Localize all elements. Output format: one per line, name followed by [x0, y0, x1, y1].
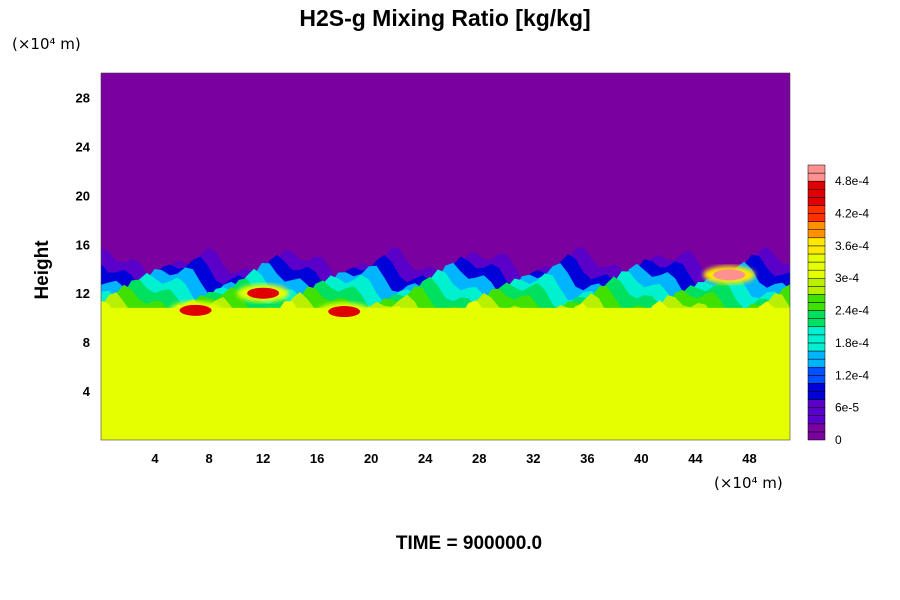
colorbar-segment — [807, 342, 826, 352]
x-tick-label: 48 — [742, 451, 756, 466]
colorbar-segment — [807, 399, 826, 408]
y-tick-label: 28 — [76, 90, 90, 105]
plot-frame — [100, 72, 791, 441]
colorbar-segment — [807, 180, 826, 190]
colorbar-segment — [807, 197, 826, 206]
colorbar-segment — [807, 245, 826, 255]
colorbar-segment — [807, 164, 826, 174]
colorbar-segment — [807, 269, 826, 279]
colorbar-segment — [807, 237, 826, 247]
colorbar-segment — [807, 326, 826, 336]
colorbar-tick-label: 4.8e-4 — [835, 174, 869, 188]
colorbar-segment — [807, 213, 826, 222]
y-tick-labels: 4 8 12 16 20 24 28 — [76, 90, 91, 399]
y-tick-label: 8 — [83, 335, 90, 350]
x-tick-labels: 4 8 12 16 20 24 28 32 36 40 44 48 — [151, 451, 756, 466]
colorbar-segment — [807, 423, 826, 433]
x-tick-label: 44 — [688, 451, 703, 466]
colorbar-tick-label: 0 — [835, 433, 842, 447]
colorbar-segment — [807, 350, 826, 360]
x-tick-label: 16 — [310, 451, 324, 466]
y-tick-label: 24 — [76, 139, 91, 154]
x-tick-label: 8 — [205, 451, 212, 466]
colorbar-segment — [807, 383, 826, 392]
colorbar-tick-label: 2.4e-4 — [835, 304, 869, 318]
colorbar-segment — [807, 221, 826, 230]
patch-core — [713, 269, 746, 281]
colorbar-segment — [807, 391, 826, 400]
x-unit-label: (×10⁴ m) — [714, 474, 783, 492]
x-tick-label: 32 — [526, 451, 540, 466]
colorbar-tick-label: 1.2e-4 — [835, 368, 869, 382]
colorbar-segment — [807, 431, 826, 441]
colorbar-segment — [807, 415, 826, 425]
colorbar-segment — [807, 334, 826, 344]
x-tick-label: 24 — [418, 451, 433, 466]
y-tick-label: 12 — [76, 286, 90, 301]
colorbar-segment — [807, 286, 826, 295]
lower-layer — [101, 307, 790, 440]
colorbar-segment — [807, 366, 826, 376]
x-tick-label: 12 — [256, 451, 270, 466]
colorbar-segment — [807, 261, 826, 271]
x-tick-label: 36 — [580, 451, 594, 466]
colorbar-segment — [807, 318, 826, 328]
x-tick-label: 20 — [364, 451, 378, 466]
x-tick-label: 28 — [472, 451, 486, 466]
y-axis-label: Height — [32, 240, 53, 300]
colorbar-segment — [807, 302, 826, 311]
colorbar-segment — [807, 189, 826, 198]
colorbar-segment — [807, 310, 826, 319]
colorbar-segment — [807, 172, 826, 182]
patch-core — [328, 306, 361, 318]
colorbar-tick-labels: 0 6e-5 1.2e-4 1.8e-4 2.4e-4 3e-4 3.6e-4 4.2e-4 4… — [835, 174, 869, 447]
colorbar-segment — [807, 407, 826, 416]
colorbar-segment — [807, 277, 826, 287]
plot-area — [101, 73, 790, 440]
y-tick-label: 4 — [83, 384, 91, 399]
x-tick-label: 4 — [151, 451, 159, 466]
y-unit-label: (×10⁴ m) — [12, 35, 81, 53]
colorbar-segment — [807, 253, 826, 263]
colorbar-tick-label: 3e-4 — [835, 271, 859, 285]
colorbar-tick-label: 4.2e-4 — [835, 207, 869, 221]
chart-title: H2S-g Mixing Ratio [kg/kg] — [299, 5, 590, 31]
time-label: TIME = 900000.0 — [396, 533, 542, 554]
patch-core — [247, 287, 280, 299]
colorbar-tick-label: 1.8e-4 — [835, 336, 869, 350]
colorbar-tick-label: 3.6e-4 — [835, 239, 869, 253]
colorbar — [807, 164, 826, 441]
x-tick-label: 40 — [634, 451, 648, 466]
y-tick-label: 16 — [76, 237, 90, 252]
patch-core — [179, 304, 212, 316]
colorbar-segment — [807, 358, 826, 368]
colorbar-segment — [807, 205, 826, 214]
colorbar-segment — [807, 375, 826, 384]
colorbar-tick-label: 6e-5 — [835, 401, 859, 415]
patches — [169, 265, 756, 321]
colorbar-segment — [807, 294, 826, 303]
y-tick-label: 20 — [76, 188, 90, 203]
colorbar-segment — [807, 229, 826, 239]
